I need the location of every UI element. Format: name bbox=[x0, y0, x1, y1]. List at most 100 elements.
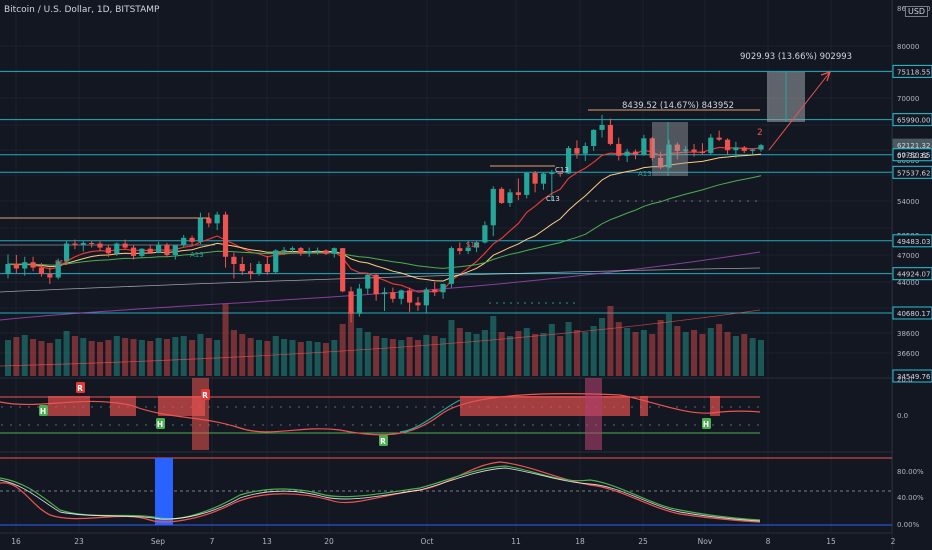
dot bbox=[707, 200, 709, 202]
candle-body bbox=[214, 214, 220, 224]
volume-bar bbox=[297, 342, 304, 376]
candle-body bbox=[22, 262, 28, 269]
dot bbox=[100, 424, 102, 426]
volume-bar bbox=[272, 336, 279, 376]
dot bbox=[721, 424, 723, 426]
volume-bar bbox=[63, 331, 70, 376]
volume-bar bbox=[247, 338, 254, 376]
price-label-box bbox=[892, 148, 932, 162]
candle-body bbox=[130, 247, 137, 256]
volume-bar bbox=[490, 316, 497, 376]
dot bbox=[469, 424, 471, 426]
dot bbox=[55, 424, 57, 426]
candle-body bbox=[691, 149, 697, 152]
dot bbox=[739, 424, 741, 426]
volume-bars bbox=[4, 304, 765, 376]
volume-bar bbox=[130, 339, 137, 376]
currency-badge[interactable]: USD bbox=[905, 6, 929, 17]
volume-bar bbox=[205, 338, 212, 376]
dot bbox=[694, 424, 696, 426]
volume-bar bbox=[314, 342, 321, 376]
dot bbox=[703, 406, 705, 408]
volume-bar bbox=[381, 338, 388, 376]
volume-bar bbox=[440, 338, 447, 376]
candle-body bbox=[557, 173, 563, 174]
dot bbox=[82, 424, 84, 426]
volume-bar bbox=[414, 340, 421, 376]
dot bbox=[172, 424, 174, 426]
dot bbox=[298, 406, 300, 408]
candle-body bbox=[314, 250, 321, 252]
dot bbox=[723, 200, 725, 202]
seq-label: C13 bbox=[555, 166, 569, 174]
candle-body bbox=[122, 243, 128, 248]
volume-bar bbox=[674, 326, 681, 376]
dot bbox=[651, 200, 653, 202]
candle-body bbox=[114, 243, 120, 254]
countdown-label: 07:32:32 bbox=[897, 152, 928, 160]
osc1-label-badge bbox=[156, 418, 165, 429]
volume-bar bbox=[406, 337, 413, 376]
candle-body bbox=[607, 125, 613, 144]
time-axis[interactable]: 16 23 Sep 7 13 20 Oct 11 18 25 Nov 8 15 2 bbox=[0, 532, 896, 550]
time-tick: 11 bbox=[511, 537, 521, 546]
dot bbox=[145, 424, 147, 426]
volume-bar bbox=[97, 342, 104, 376]
candle-body bbox=[248, 271, 254, 274]
candle-body bbox=[30, 262, 36, 268]
candle-body bbox=[758, 145, 764, 150]
dot bbox=[757, 406, 759, 408]
candle-body bbox=[55, 261, 61, 278]
candle-body bbox=[666, 144, 672, 168]
dot bbox=[145, 406, 147, 408]
dot bbox=[325, 424, 327, 426]
dot bbox=[715, 200, 717, 202]
time-tick: Oct bbox=[421, 537, 434, 546]
volume-bar bbox=[515, 331, 522, 376]
volume-bar bbox=[582, 332, 589, 376]
volume-bar bbox=[423, 335, 430, 376]
dot bbox=[451, 406, 453, 408]
candle-body bbox=[632, 151, 639, 155]
volume-bar bbox=[757, 340, 765, 376]
volume-bar bbox=[21, 335, 28, 376]
dot bbox=[683, 200, 685, 202]
price-tick: 47000 bbox=[897, 252, 919, 260]
dot bbox=[343, 424, 345, 426]
candle-body bbox=[473, 242, 480, 248]
dot bbox=[271, 406, 273, 408]
osc1-main-line bbox=[399, 399, 461, 433]
candle-body bbox=[415, 302, 421, 306]
measure-label: 8439.52 (14.67%) 843952 bbox=[622, 101, 734, 111]
dot bbox=[415, 406, 417, 408]
horizontal-levels bbox=[0, 70, 892, 314]
candle-body bbox=[540, 173, 547, 184]
osc1-label-badge bbox=[702, 418, 711, 429]
dot bbox=[217, 424, 219, 426]
candle-body bbox=[457, 248, 463, 251]
price-label-box bbox=[892, 267, 932, 281]
dot bbox=[503, 302, 505, 304]
candle-body bbox=[649, 138, 655, 158]
volume-bar bbox=[565, 322, 572, 376]
candle-body bbox=[482, 225, 488, 243]
time-tick: 8 bbox=[766, 537, 771, 546]
volume-bar bbox=[456, 328, 463, 376]
dot bbox=[244, 406, 246, 408]
dot bbox=[489, 302, 491, 304]
candle-body bbox=[674, 144, 680, 151]
volume-bar bbox=[624, 328, 631, 376]
dot bbox=[10, 406, 12, 408]
dot bbox=[640, 424, 642, 426]
volume-bar bbox=[649, 334, 656, 376]
dot bbox=[517, 302, 519, 304]
volume-bar bbox=[640, 330, 647, 376]
candle-body bbox=[231, 256, 237, 264]
dot bbox=[334, 424, 336, 426]
price-label-box bbox=[892, 64, 932, 78]
dot bbox=[627, 200, 629, 202]
candle-body bbox=[13, 264, 19, 269]
dot bbox=[747, 200, 749, 202]
price-axis[interactable]: 8000070000600005700054000505004700044000… bbox=[892, 0, 932, 550]
